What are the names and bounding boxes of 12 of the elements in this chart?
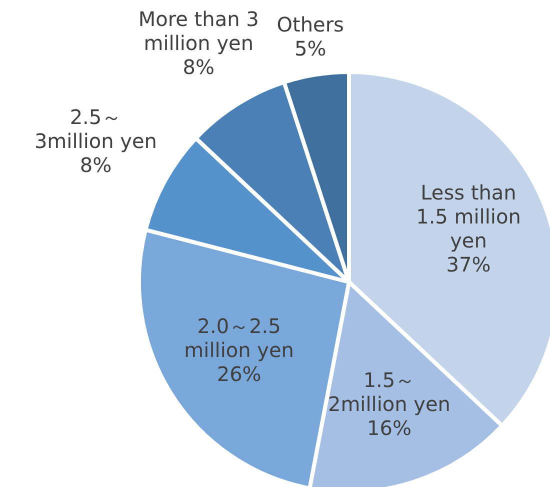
data-label: 26% <box>216 362 262 386</box>
slice-label: More than 3 million yen <box>138 7 259 56</box>
slice-label: 1.5～ 2million yen <box>328 368 450 416</box>
data-label: 16% <box>367 416 412 440</box>
slice-label: 2.5～ 3million yen <box>34 104 157 153</box>
slice-label: Others <box>276 12 344 36</box>
data-label: 8% <box>182 55 214 80</box>
data-label: 37% <box>446 252 491 276</box>
data-label: 8% <box>80 152 112 177</box>
data-label: 5% <box>294 36 326 60</box>
slice-label: 2.0～2.5 million yen <box>184 314 294 362</box>
slice-label: Less than 1.5 million yen <box>416 180 521 252</box>
